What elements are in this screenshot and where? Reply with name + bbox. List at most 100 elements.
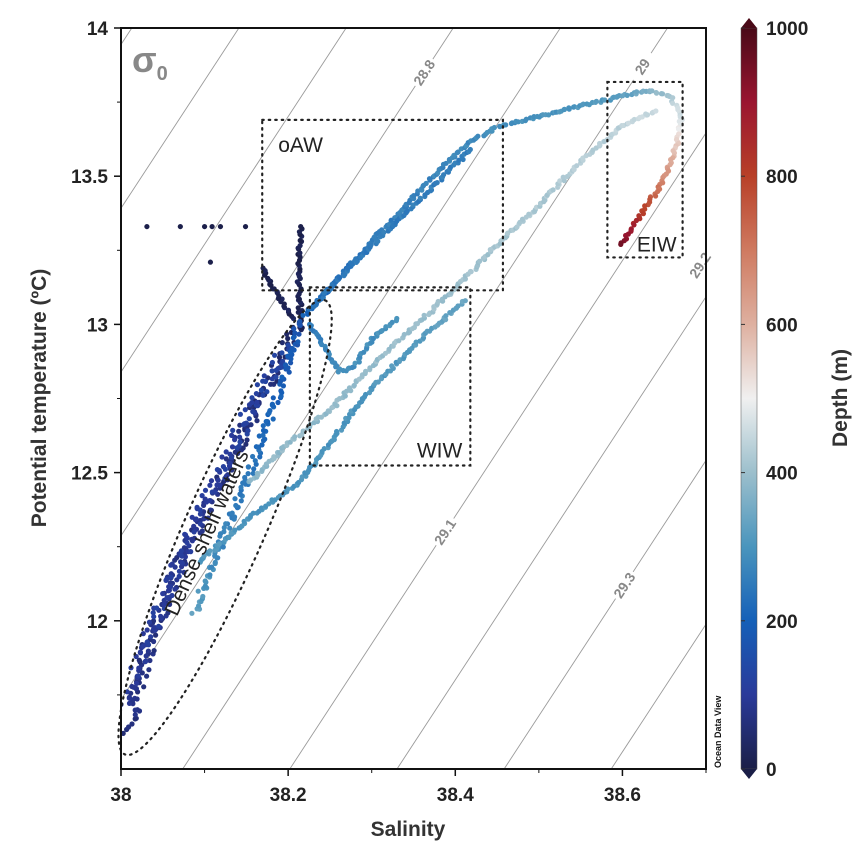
data-point xyxy=(381,229,387,235)
data-point xyxy=(181,569,187,576)
data-point xyxy=(279,340,285,346)
data-point xyxy=(163,577,169,584)
data-point xyxy=(269,401,275,407)
data-point xyxy=(291,326,297,332)
data-point xyxy=(143,653,149,659)
data-point xyxy=(136,708,143,714)
data-point xyxy=(161,605,167,612)
data-point xyxy=(134,696,140,702)
data-point xyxy=(434,180,440,186)
data-point xyxy=(188,549,194,555)
data-point xyxy=(477,258,483,264)
data-point xyxy=(151,614,157,620)
data-point xyxy=(515,119,521,125)
data-point xyxy=(199,528,205,534)
data-point xyxy=(129,683,135,690)
data-point xyxy=(634,89,640,95)
data-point xyxy=(250,453,256,460)
data-point xyxy=(546,112,552,118)
data-point xyxy=(278,388,284,394)
data-point xyxy=(640,211,647,217)
data-point xyxy=(219,454,225,460)
data-point xyxy=(223,456,229,462)
region-label-wiw: WIW xyxy=(417,439,463,462)
data-point xyxy=(285,342,291,348)
data-point xyxy=(260,427,267,434)
isopycnal-line xyxy=(503,460,706,769)
data-point xyxy=(169,592,175,599)
isopycnal-line xyxy=(121,28,347,373)
data-point xyxy=(260,423,266,429)
data-point xyxy=(214,482,220,488)
data-point xyxy=(178,552,184,558)
data-point xyxy=(243,420,249,426)
data-point xyxy=(221,529,227,535)
data-point xyxy=(618,241,624,247)
data-point xyxy=(201,553,207,559)
data-point xyxy=(229,510,235,516)
data-point xyxy=(593,98,600,104)
data-point xyxy=(292,434,298,440)
sigma-symbol: σ xyxy=(132,39,157,80)
data-point xyxy=(337,275,343,281)
data-point xyxy=(176,568,182,574)
data-point xyxy=(245,471,251,477)
data-point xyxy=(191,523,197,529)
data-point xyxy=(251,466,257,472)
data-point xyxy=(289,345,295,352)
data-point xyxy=(296,331,302,337)
data-point xyxy=(373,237,379,244)
data-point xyxy=(254,399,260,405)
data-point xyxy=(243,441,249,447)
data-point xyxy=(223,449,229,455)
data-point xyxy=(389,363,395,369)
data-point xyxy=(207,572,213,578)
data-point xyxy=(368,242,374,248)
data-point xyxy=(503,122,509,128)
data-point xyxy=(270,416,276,422)
data-point xyxy=(455,149,461,155)
data-point xyxy=(625,120,632,126)
data-point xyxy=(126,724,132,730)
data-point xyxy=(254,382,260,388)
data-point xyxy=(644,112,651,118)
data-point xyxy=(202,578,208,584)
data-point xyxy=(670,100,676,106)
data-point xyxy=(165,610,171,616)
data-point xyxy=(273,374,279,380)
data-point xyxy=(207,259,214,265)
data-point xyxy=(285,307,292,313)
data-point xyxy=(201,223,208,230)
data-point xyxy=(321,446,327,452)
data-point xyxy=(148,634,154,640)
data-point xyxy=(363,391,369,398)
data-point xyxy=(179,560,185,566)
data-point xyxy=(280,358,286,364)
plot-frame xyxy=(120,27,707,770)
colorbar-tick-label: 800 xyxy=(766,167,798,188)
data-point xyxy=(523,116,529,122)
data-point xyxy=(288,360,294,366)
data-point xyxy=(177,223,183,230)
y-tick-label: 12 xyxy=(87,612,108,633)
data-point xyxy=(659,91,666,97)
data-point xyxy=(136,665,142,671)
data-point xyxy=(195,588,201,594)
data-point xyxy=(462,298,468,304)
data-point xyxy=(215,477,221,483)
data-point xyxy=(238,484,244,490)
data-point xyxy=(242,407,248,413)
data-point xyxy=(196,603,202,609)
data-point xyxy=(253,391,259,397)
isopycnal-label-bg xyxy=(429,514,461,550)
data-point xyxy=(602,97,608,103)
data-point xyxy=(230,427,236,433)
data-point xyxy=(566,105,572,111)
data-point xyxy=(335,369,341,375)
data-point xyxy=(269,359,275,366)
data-point xyxy=(325,408,331,414)
data-point xyxy=(421,312,427,318)
data-point xyxy=(286,369,292,375)
